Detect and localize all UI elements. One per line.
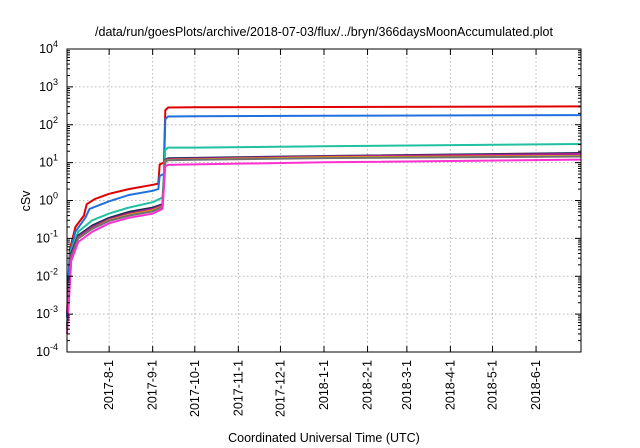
x-tick-label: 2018-3-1: [400, 360, 414, 410]
grid: [67, 49, 581, 352]
x-tick-label: 2018-1-1: [317, 360, 331, 410]
y-tick-label: 102: [39, 115, 58, 132]
x-tick-label: 2017-9-1: [146, 360, 160, 410]
x-axis-label: Coordinated Universal Time (UTC): [228, 431, 420, 445]
y-tick-label: 10-1: [36, 228, 58, 245]
series-line-2: [66, 114, 582, 318]
x-tick-label: 2017-10-1: [188, 360, 202, 417]
x-tick-label: 2017-12-1: [273, 360, 287, 417]
y-tick-label: 10-4: [36, 342, 58, 359]
series-line-8: [66, 158, 582, 334]
y-tick-label: 10-2: [36, 266, 58, 283]
x-tick-label: 2018-5-1: [486, 360, 500, 410]
y-tick-label: 103: [39, 77, 58, 94]
x-tick-label: 2017-11-1: [231, 360, 245, 416]
y-axis: 10-4 10-3 10-2 10-1 100 101 102 103 104: [36, 39, 581, 359]
x-axis: 2017-8-1 2017-9-1 2017-10-1 2017-11-1 2017-1…: [102, 49, 543, 417]
series-line-1: [66, 105, 582, 315]
y-tick-label: 100: [39, 191, 58, 208]
series-line-7: [66, 155, 582, 330]
y-axis-label: cSv: [19, 190, 33, 212]
y-tick-label: 101: [39, 153, 58, 170]
y-tick-label: 10-3: [36, 304, 58, 321]
x-tick-label: 2018-6-1: [529, 360, 543, 410]
x-tick-label: 2017-8-1: [102, 360, 116, 410]
x-tick-label: 2018-2-1: [361, 360, 375, 410]
x-tick-label: 2018-4-1: [443, 360, 457, 410]
series-line-3: [66, 143, 582, 326]
series-group: [66, 105, 582, 334]
y-tick-label: 104: [39, 39, 58, 56]
chart-title: /data/run/goesPlots/archive/2018-07-03/f…: [95, 25, 553, 39]
